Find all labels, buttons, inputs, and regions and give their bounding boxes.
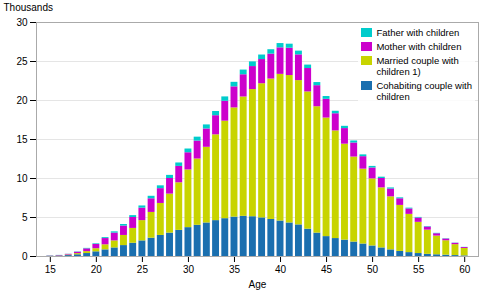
svg-text:50: 50 [367,264,379,275]
svg-text:55: 55 [413,264,425,275]
svg-text:20: 20 [91,264,103,275]
html-text:Father with children: Father with children [376,27,460,38]
svg-text:15: 15 [16,134,28,145]
svg-text:5: 5 [22,212,28,223]
html-text:Mother with children: Mother with children [376,41,462,52]
svg-text:Thousands: Thousands [4,2,53,13]
svg-text:35: 35 [229,264,241,275]
svg-text:25: 25 [137,264,149,275]
svg-text:15: 15 [45,264,57,275]
html-text:Married couple with children 1: Married couple with children 1) [376,55,459,77]
svg-text:45: 45 [321,264,333,275]
svg-text:30: 30 [183,264,195,275]
svg-text:30: 30 [16,17,28,28]
svg-text:Age: Age [249,279,267,290]
svg-text:20: 20 [16,95,28,106]
svg-text:25: 25 [16,56,28,67]
html-text:Cohabiting couple with childre: Cohabiting couple with children [376,80,472,102]
svg-text:40: 40 [275,264,287,275]
svg-text:60: 60 [459,264,471,275]
svg-text:0: 0 [22,251,28,262]
svg-text:10: 10 [16,173,28,184]
